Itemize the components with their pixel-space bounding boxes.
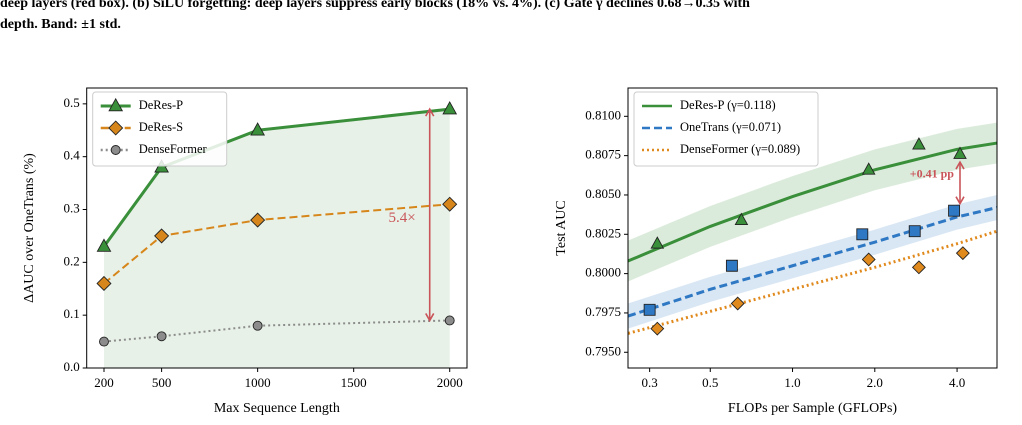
y-tick-label: 0.7975 xyxy=(585,304,621,319)
series-line xyxy=(103,203,450,285)
y-tick-label: 0.2 xyxy=(63,253,79,268)
marker xyxy=(99,336,109,347)
x-tick-label: 1500 xyxy=(341,375,367,390)
legend-label: DenseFormer xyxy=(139,142,208,156)
legend-label: DenseFormer (γ=0.089) xyxy=(680,142,800,156)
marker xyxy=(911,260,926,275)
marker xyxy=(861,252,876,267)
marker xyxy=(948,204,961,217)
arrow-head xyxy=(425,107,435,117)
legend-label: DeRes-P (γ=0.118) xyxy=(680,98,776,112)
arrow-head xyxy=(425,313,435,323)
marker xyxy=(953,146,967,159)
fit-line xyxy=(627,229,998,335)
marker xyxy=(643,303,656,316)
arrow-head xyxy=(955,160,965,170)
marker xyxy=(154,228,170,244)
x-tick-label: 1000 xyxy=(245,375,271,390)
marker xyxy=(250,122,266,136)
legend-box xyxy=(92,91,228,167)
fit-line xyxy=(627,141,998,263)
marker xyxy=(730,296,745,311)
marker xyxy=(96,275,112,292)
marker xyxy=(650,236,665,249)
marker xyxy=(734,212,749,225)
x-tick-label: 500 xyxy=(152,375,172,390)
y-tick-label: 0.4 xyxy=(63,148,80,163)
plot-frame xyxy=(627,87,998,369)
y-tick-label: 0.3 xyxy=(63,200,79,215)
marker xyxy=(110,145,121,155)
legend-label: DeRes-P xyxy=(139,98,183,112)
x-tick-label: 0.5 xyxy=(702,375,718,390)
y-axis-label: ΔAUC over OneTrans (%) xyxy=(22,153,37,303)
x-tick-label: 2.0 xyxy=(867,375,883,390)
y-tick-label: 0.0 xyxy=(63,359,79,374)
y-tick-label: 0.8075 xyxy=(585,147,621,162)
series-line xyxy=(103,319,450,343)
y-tick-label: 0.1 xyxy=(63,306,79,321)
marker xyxy=(442,100,458,115)
area-fill xyxy=(103,109,450,368)
annotation: +0.41 pp xyxy=(910,167,955,181)
y-tick-label: 0.8100 xyxy=(585,107,621,122)
y-axis-label: Test AUC xyxy=(554,200,569,255)
x-tick-label: 0.3 xyxy=(642,375,658,390)
x-tick-label: 2000 xyxy=(437,375,463,390)
y-tick-label: 0.8025 xyxy=(585,225,621,240)
marker xyxy=(108,97,124,112)
x-axis-label: Max Sequence Length xyxy=(214,401,340,416)
legend-label: OneTrans (γ=0.071) xyxy=(680,120,781,134)
marker xyxy=(955,246,970,261)
y-tick-label: 0.7950 xyxy=(585,343,621,358)
x-tick-label: 200 xyxy=(94,375,114,390)
annotation: 5.4× xyxy=(388,210,415,226)
marker xyxy=(250,212,266,228)
marker xyxy=(650,321,665,336)
fit-line xyxy=(627,206,998,318)
marker xyxy=(108,120,124,136)
arrow-head xyxy=(955,196,965,206)
marker xyxy=(861,162,876,175)
marker xyxy=(156,331,167,342)
legend-label: DeRes-S xyxy=(139,120,183,134)
std-band xyxy=(628,194,997,329)
y-tick-label: 0.5 xyxy=(63,95,79,110)
marker xyxy=(856,228,869,241)
x-axis-label: FLOPs per Sample (GFLOPs) xyxy=(728,401,898,416)
marker xyxy=(96,238,112,252)
y-tick-label: 0.8050 xyxy=(585,186,621,201)
marker xyxy=(442,196,458,212)
caption-line: deep layers (red box). (b) SiLU forgetti… xyxy=(0,0,750,11)
legend-box xyxy=(633,91,819,167)
marker xyxy=(908,225,921,238)
x-tick-label: 4.0 xyxy=(949,375,965,390)
plot-frame xyxy=(86,87,468,369)
marker xyxy=(912,137,926,150)
marker xyxy=(252,320,263,331)
x-tick-label: 1.0 xyxy=(784,375,800,390)
y-tick-label: 0.8000 xyxy=(585,265,621,280)
caption-line: depth. Band: ±1 std. xyxy=(0,17,121,32)
marker xyxy=(725,259,738,272)
marker xyxy=(444,315,455,326)
